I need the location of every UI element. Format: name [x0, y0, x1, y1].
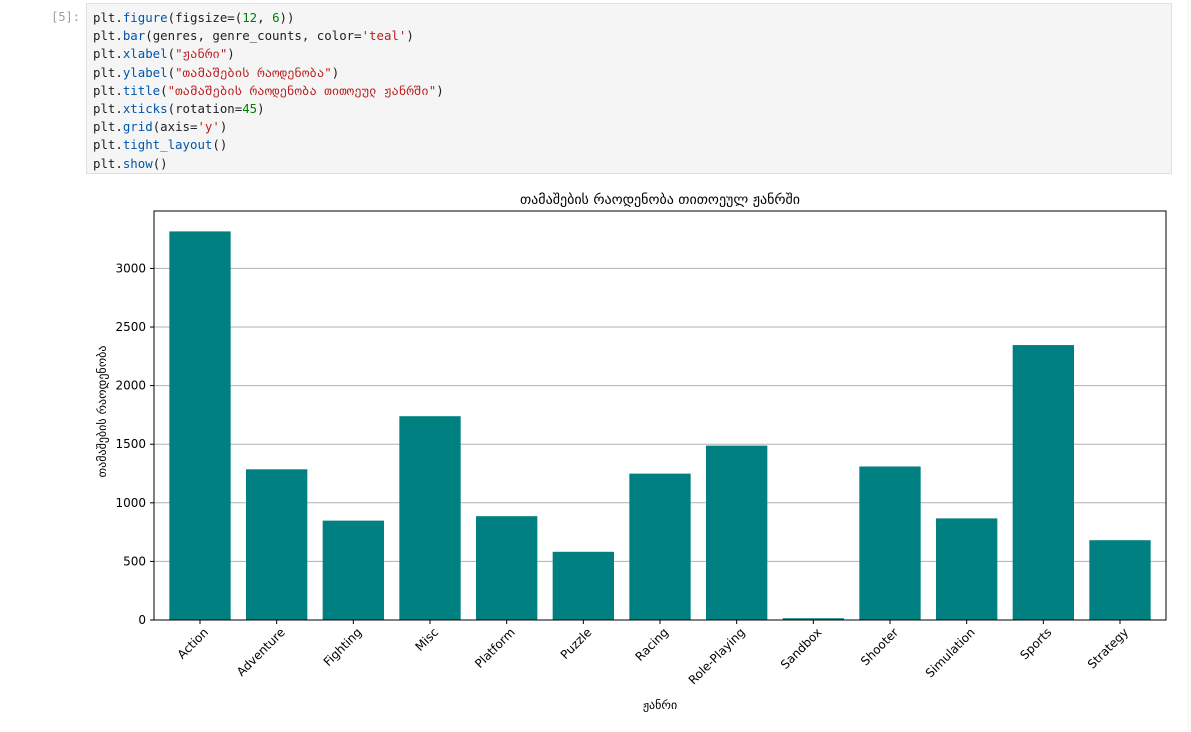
scrollbar[interactable] — [1187, 0, 1191, 732]
code-token: ( — [167, 46, 176, 62]
bar — [1089, 540, 1151, 620]
code-token: () — [152, 155, 168, 171]
bar — [706, 445, 768, 620]
x-tick-label: Action — [175, 625, 211, 661]
code-line: plt.figure(figsize=(12, 6)) — [93, 9, 1165, 27]
x-tick-label: Strategy — [1085, 625, 1131, 671]
code-token: ) — [436, 82, 444, 98]
code-token: show — [122, 155, 153, 171]
bar — [169, 231, 231, 620]
cell-prompt: [5]: — [51, 10, 80, 24]
code-token: 6 — [272, 10, 280, 25]
x-tick-label: Role-Playing — [686, 625, 748, 687]
code-token: 'y' — [197, 119, 220, 135]
bar — [476, 516, 538, 620]
code-token: 12 — [242, 10, 258, 25]
bar — [859, 466, 921, 620]
y-tick-label: 3000 — [115, 261, 146, 275]
bar — [629, 473, 691, 620]
x-tick-label: Fighting — [321, 625, 365, 669]
code-line: plt.bar(genres, genre_counts, color='tea… — [93, 27, 1165, 45]
code-token: , — [257, 10, 273, 25]
code-line: plt.show() — [93, 155, 1165, 173]
code-token: plt. — [93, 100, 123, 116]
code-line: plt.ylabel("თამაშების რაოდენობა") — [93, 64, 1165, 82]
bar — [1012, 345, 1074, 620]
x-tick-label: Sports — [1017, 625, 1054, 662]
y-tick-label: 1000 — [115, 496, 146, 510]
code-token: figure — [122, 10, 168, 25]
bar — [399, 416, 461, 620]
y-tick-label: 2500 — [115, 320, 146, 334]
code-token: plt. — [93, 64, 123, 80]
code-token: plt. — [93, 28, 123, 44]
code-token: "ჟანრი" — [175, 46, 228, 62]
code-line: plt.tight_layout() — [93, 136, 1165, 154]
y-tick-label: 0 — [138, 613, 146, 627]
code-token: plt. — [93, 137, 123, 153]
bar — [322, 520, 384, 620]
code-token: plt. — [93, 46, 123, 62]
code-token: ) — [227, 46, 235, 62]
bar — [246, 469, 308, 620]
code-token: grid — [122, 119, 153, 135]
code-token: ( — [160, 82, 168, 98]
y-tick-label: 500 — [123, 554, 146, 568]
bar — [782, 618, 844, 620]
code-token: ) — [331, 64, 340, 80]
code-token: xlabel — [122, 46, 168, 62]
code-token: )) — [279, 10, 295, 25]
x-tick-label: Puzzle — [558, 625, 595, 662]
code-token: ) — [257, 100, 265, 116]
x-tick-label: Shooter — [858, 625, 901, 668]
code-token: () — [212, 137, 228, 153]
code-token: 45 — [242, 100, 258, 116]
code-token: "თამაშების რაოდენობა თითოეულ ჟანრში" — [167, 82, 437, 98]
code-token: (rotation= — [167, 100, 243, 116]
code-token: xticks — [122, 100, 168, 116]
x-axis-label: ჟანრი — [643, 698, 677, 712]
code-line: plt.grid(axis='y') — [93, 118, 1165, 136]
code-token: plt. — [93, 82, 123, 98]
code-editor[interactable]: plt.figure(figsize=(12, 6)) plt.bar(genre… — [87, 4, 1171, 178]
bar — [552, 551, 614, 620]
code-token: bar — [122, 28, 146, 44]
y-axis-label: თამაშების რაოდენობა — [95, 346, 109, 478]
x-tick-label: Misc — [412, 625, 441, 654]
code-line: plt.xticks(rotation=45) — [93, 100, 1165, 118]
chart-title: თამაშების რაოდენობა თითოეულ ჟანრში — [520, 191, 800, 208]
code-token: ylabel — [122, 64, 168, 80]
x-tick-label: Sandbox — [778, 625, 825, 672]
code-token: ) — [219, 119, 228, 135]
code-line: plt.xlabel("ჟანრი") — [93, 45, 1165, 63]
y-tick-label: 1500 — [115, 437, 146, 451]
code-token: "თამაშების რაოდენობა" — [175, 64, 332, 80]
y-tick-label: 2000 — [115, 379, 146, 393]
code-token: plt. — [93, 10, 123, 25]
code-token: ( — [167, 64, 176, 80]
code-cell-input[interactable]: plt.figure(figsize=(12, 6)) plt.bar(genre… — [86, 3, 1172, 174]
code-token: (genres, genre_counts, color= — [145, 28, 362, 44]
code-token: ) — [406, 28, 414, 44]
x-tick-label: Adventure — [234, 625, 288, 679]
code-token: plt. — [93, 155, 123, 171]
bar — [936, 518, 998, 620]
code-token: plt. — [93, 119, 123, 135]
x-tick-label: Racing — [633, 625, 672, 664]
x-tick-label: Simulation — [923, 625, 978, 680]
code-token: (axis= — [152, 119, 198, 135]
code-line: plt.title("თამაშების რაოდენობა თითოეულ ჟ… — [93, 82, 1165, 100]
code-token: tight_layout — [122, 137, 213, 153]
x-tick-label: Platform — [472, 625, 518, 671]
code-token: 'teal' — [361, 28, 407, 44]
code-token: title — [122, 82, 161, 98]
code-token: (figsize=( — [167, 10, 243, 25]
